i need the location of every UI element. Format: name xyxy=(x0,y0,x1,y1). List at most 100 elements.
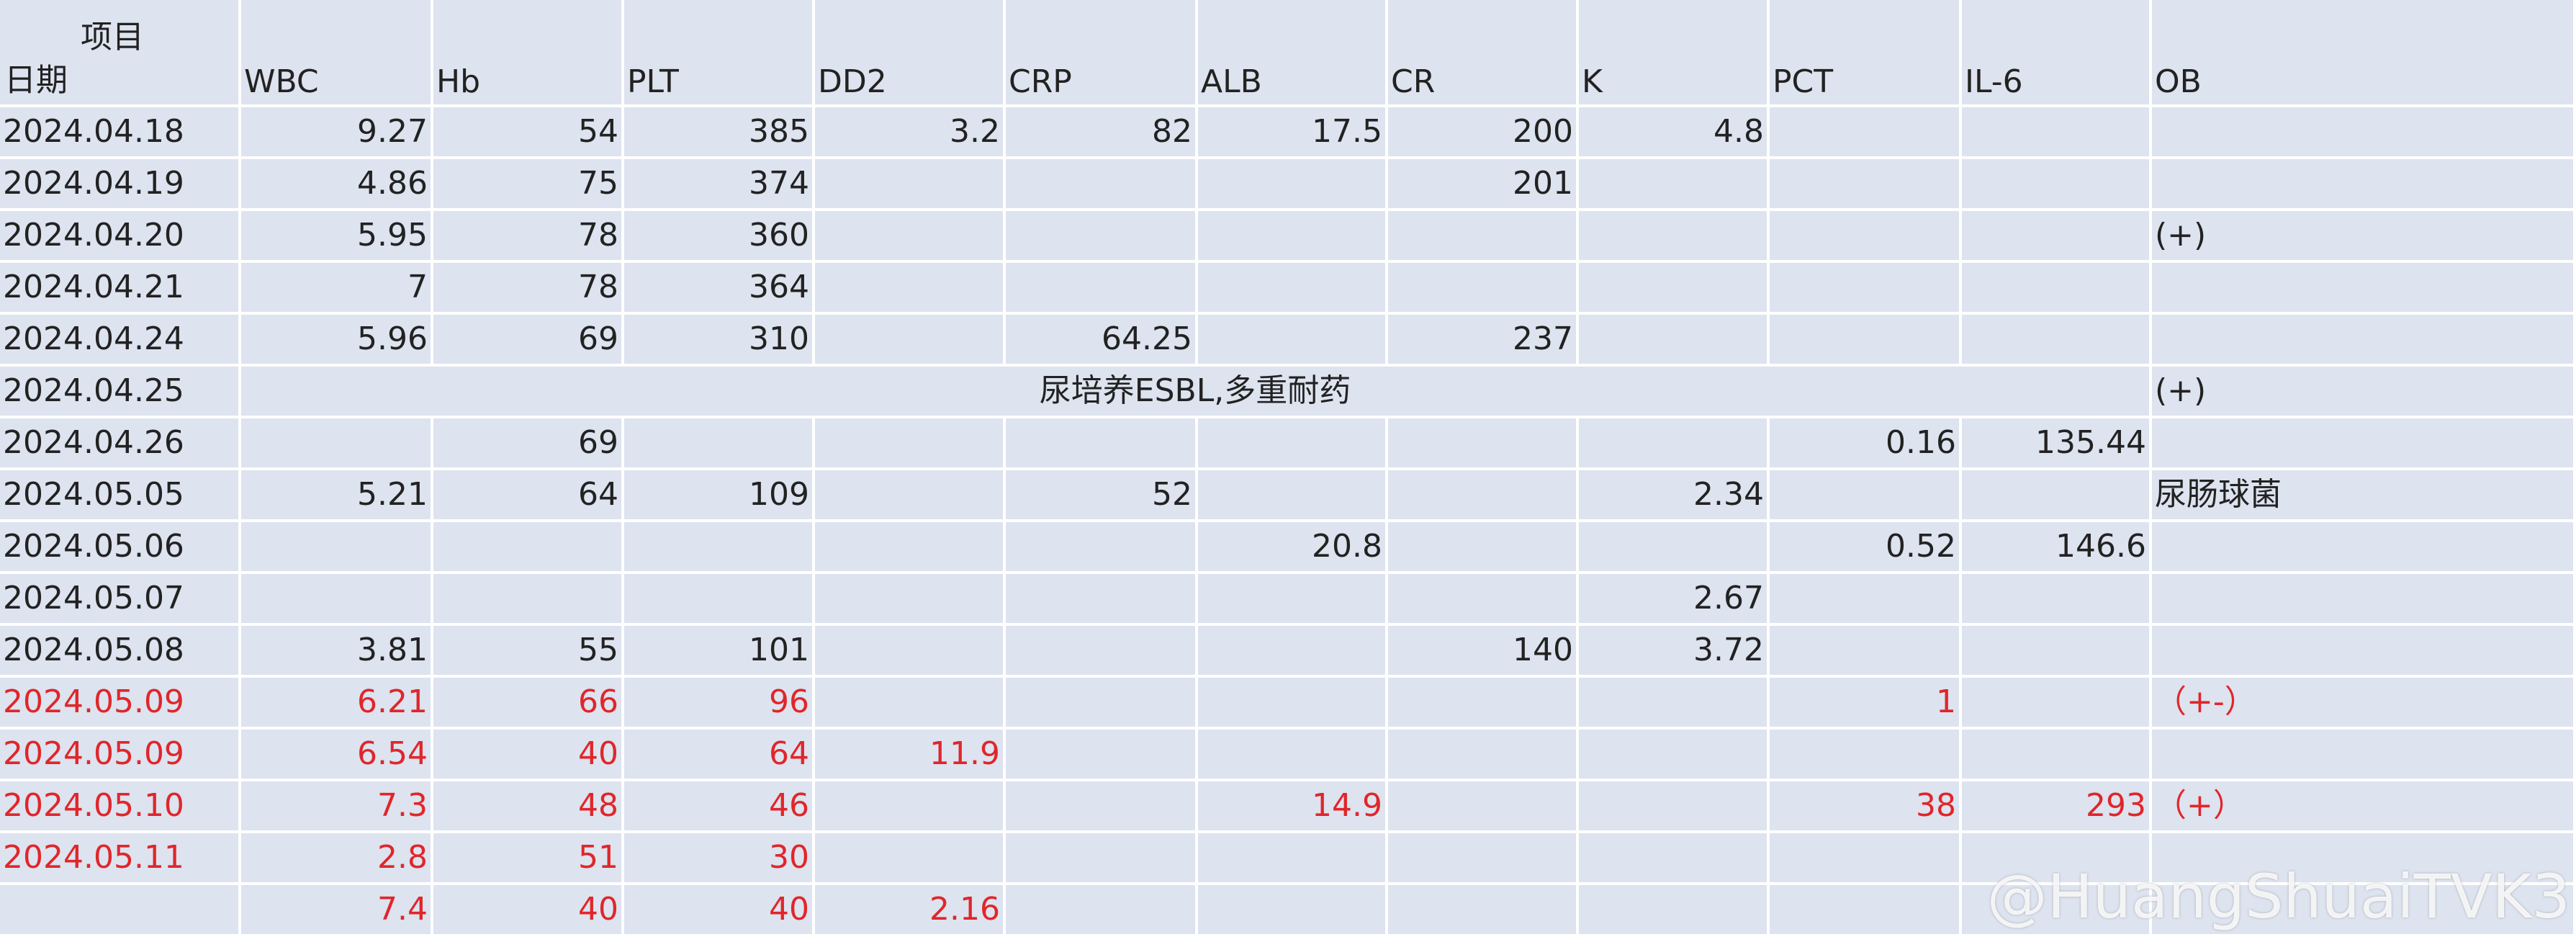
data-cell: 3.2 xyxy=(815,107,1006,159)
data-cell: 4.86 xyxy=(241,159,433,211)
empty-cell xyxy=(624,522,815,574)
empty-cell xyxy=(1388,418,1579,470)
empty-cell xyxy=(815,522,1006,574)
empty-cell xyxy=(1006,211,1198,263)
row-note: 尿培养ESBL,多重耐药 xyxy=(241,367,2152,418)
header-item: 项目 xyxy=(81,19,144,55)
data-cell: 40 xyxy=(624,885,815,937)
data-cell: 64.25 xyxy=(1006,315,1198,367)
empty-cell xyxy=(815,211,1006,263)
data-cell: 374 xyxy=(624,159,815,211)
empty-cell xyxy=(1388,781,1579,833)
row-date: 2024.05.09 xyxy=(0,730,241,781)
empty-cell xyxy=(1579,211,1770,263)
empty-cell xyxy=(1579,315,1770,367)
data-cell: 82 xyxy=(1006,107,1198,159)
empty-cell xyxy=(1198,263,1388,315)
empty-cell xyxy=(1006,678,1198,730)
empty-cell xyxy=(815,833,1006,885)
data-cell: 7 xyxy=(241,263,433,315)
empty-cell xyxy=(1579,885,1770,937)
row-date: 2024.04.25 xyxy=(0,367,241,418)
empty-cell xyxy=(433,574,624,626)
data-cell: 66 xyxy=(433,678,624,730)
data-cell: 5.21 xyxy=(241,470,433,522)
data-cell: 0.16 xyxy=(1770,418,1962,470)
data-cell: 尿肠球菌 xyxy=(2152,470,2576,522)
data-cell: 14.9 xyxy=(1198,781,1388,833)
data-cell: (+) xyxy=(2152,211,2576,263)
row-date: 2024.04.20 xyxy=(0,211,241,263)
empty-cell xyxy=(2152,522,2576,574)
row-date: 2024.05.09 xyxy=(0,678,241,730)
data-cell: 64 xyxy=(433,470,624,522)
empty-cell xyxy=(1006,626,1198,678)
empty-cell xyxy=(1198,159,1388,211)
row-date: 2024.04.21 xyxy=(0,263,241,315)
empty-cell xyxy=(815,159,1006,211)
data-cell: 17.5 xyxy=(1198,107,1388,159)
data-cell: 2.34 xyxy=(1579,470,1770,522)
row-date: 2024.04.26 xyxy=(0,418,241,470)
empty-cell xyxy=(624,574,815,626)
empty-cell xyxy=(1198,678,1388,730)
column-header: DD2 xyxy=(815,0,1006,107)
data-cell: 7.4 xyxy=(241,885,433,937)
data-cell: 140 xyxy=(1388,626,1579,678)
data-cell: 5.96 xyxy=(241,315,433,367)
data-cell: 78 xyxy=(433,211,624,263)
empty-cell xyxy=(1962,626,2152,678)
empty-cell xyxy=(1770,211,1962,263)
empty-cell xyxy=(1388,263,1579,315)
empty-cell xyxy=(1962,211,2152,263)
data-cell: 38 xyxy=(1770,781,1962,833)
empty-cell xyxy=(815,418,1006,470)
empty-cell xyxy=(1006,574,1198,626)
column-header: CRP xyxy=(1006,0,1198,107)
data-cell: 69 xyxy=(433,315,624,367)
data-cell: (+) xyxy=(2152,367,2576,418)
column-header: PLT xyxy=(624,0,815,107)
data-cell: 11.9 xyxy=(815,730,1006,781)
empty-cell xyxy=(1770,885,1962,937)
data-cell: 1 xyxy=(1770,678,1962,730)
empty-cell xyxy=(1006,522,1198,574)
empty-cell xyxy=(1198,418,1388,470)
data-cell: 6.54 xyxy=(241,730,433,781)
data-cell: 109 xyxy=(624,470,815,522)
empty-cell xyxy=(1579,522,1770,574)
empty-cell xyxy=(1962,107,2152,159)
empty-cell xyxy=(815,626,1006,678)
empty-cell xyxy=(1579,159,1770,211)
data-cell: （+） xyxy=(2152,781,2576,833)
empty-cell xyxy=(1770,107,1962,159)
data-cell: 55 xyxy=(433,626,624,678)
row-date: 2024.05.07 xyxy=(0,574,241,626)
empty-cell xyxy=(815,263,1006,315)
header-date: 日期 xyxy=(4,62,68,99)
data-cell: 64 xyxy=(624,730,815,781)
data-cell: 293 xyxy=(1962,781,2152,833)
data-cell: 101 xyxy=(624,626,815,678)
column-header: Hb xyxy=(433,0,624,107)
empty-cell xyxy=(1579,263,1770,315)
empty-cell xyxy=(2152,833,2576,885)
data-cell: 3.81 xyxy=(241,626,433,678)
data-cell: 200 xyxy=(1388,107,1579,159)
row-date: 2024.05.08 xyxy=(0,626,241,678)
data-cell: 7.3 xyxy=(241,781,433,833)
empty-cell xyxy=(1006,418,1198,470)
data-cell: 30 xyxy=(624,833,815,885)
empty-cell xyxy=(1770,159,1962,211)
empty-cell xyxy=(2152,315,2576,367)
empty-cell xyxy=(1388,211,1579,263)
empty-cell xyxy=(1770,574,1962,626)
data-cell: 48 xyxy=(433,781,624,833)
empty-cell xyxy=(1198,833,1388,885)
empty-cell xyxy=(1770,626,1962,678)
data-cell: 4.8 xyxy=(1579,107,1770,159)
column-header: OB xyxy=(2152,0,2576,107)
empty-cell xyxy=(1006,833,1198,885)
row-date: 2024.05.05 xyxy=(0,470,241,522)
